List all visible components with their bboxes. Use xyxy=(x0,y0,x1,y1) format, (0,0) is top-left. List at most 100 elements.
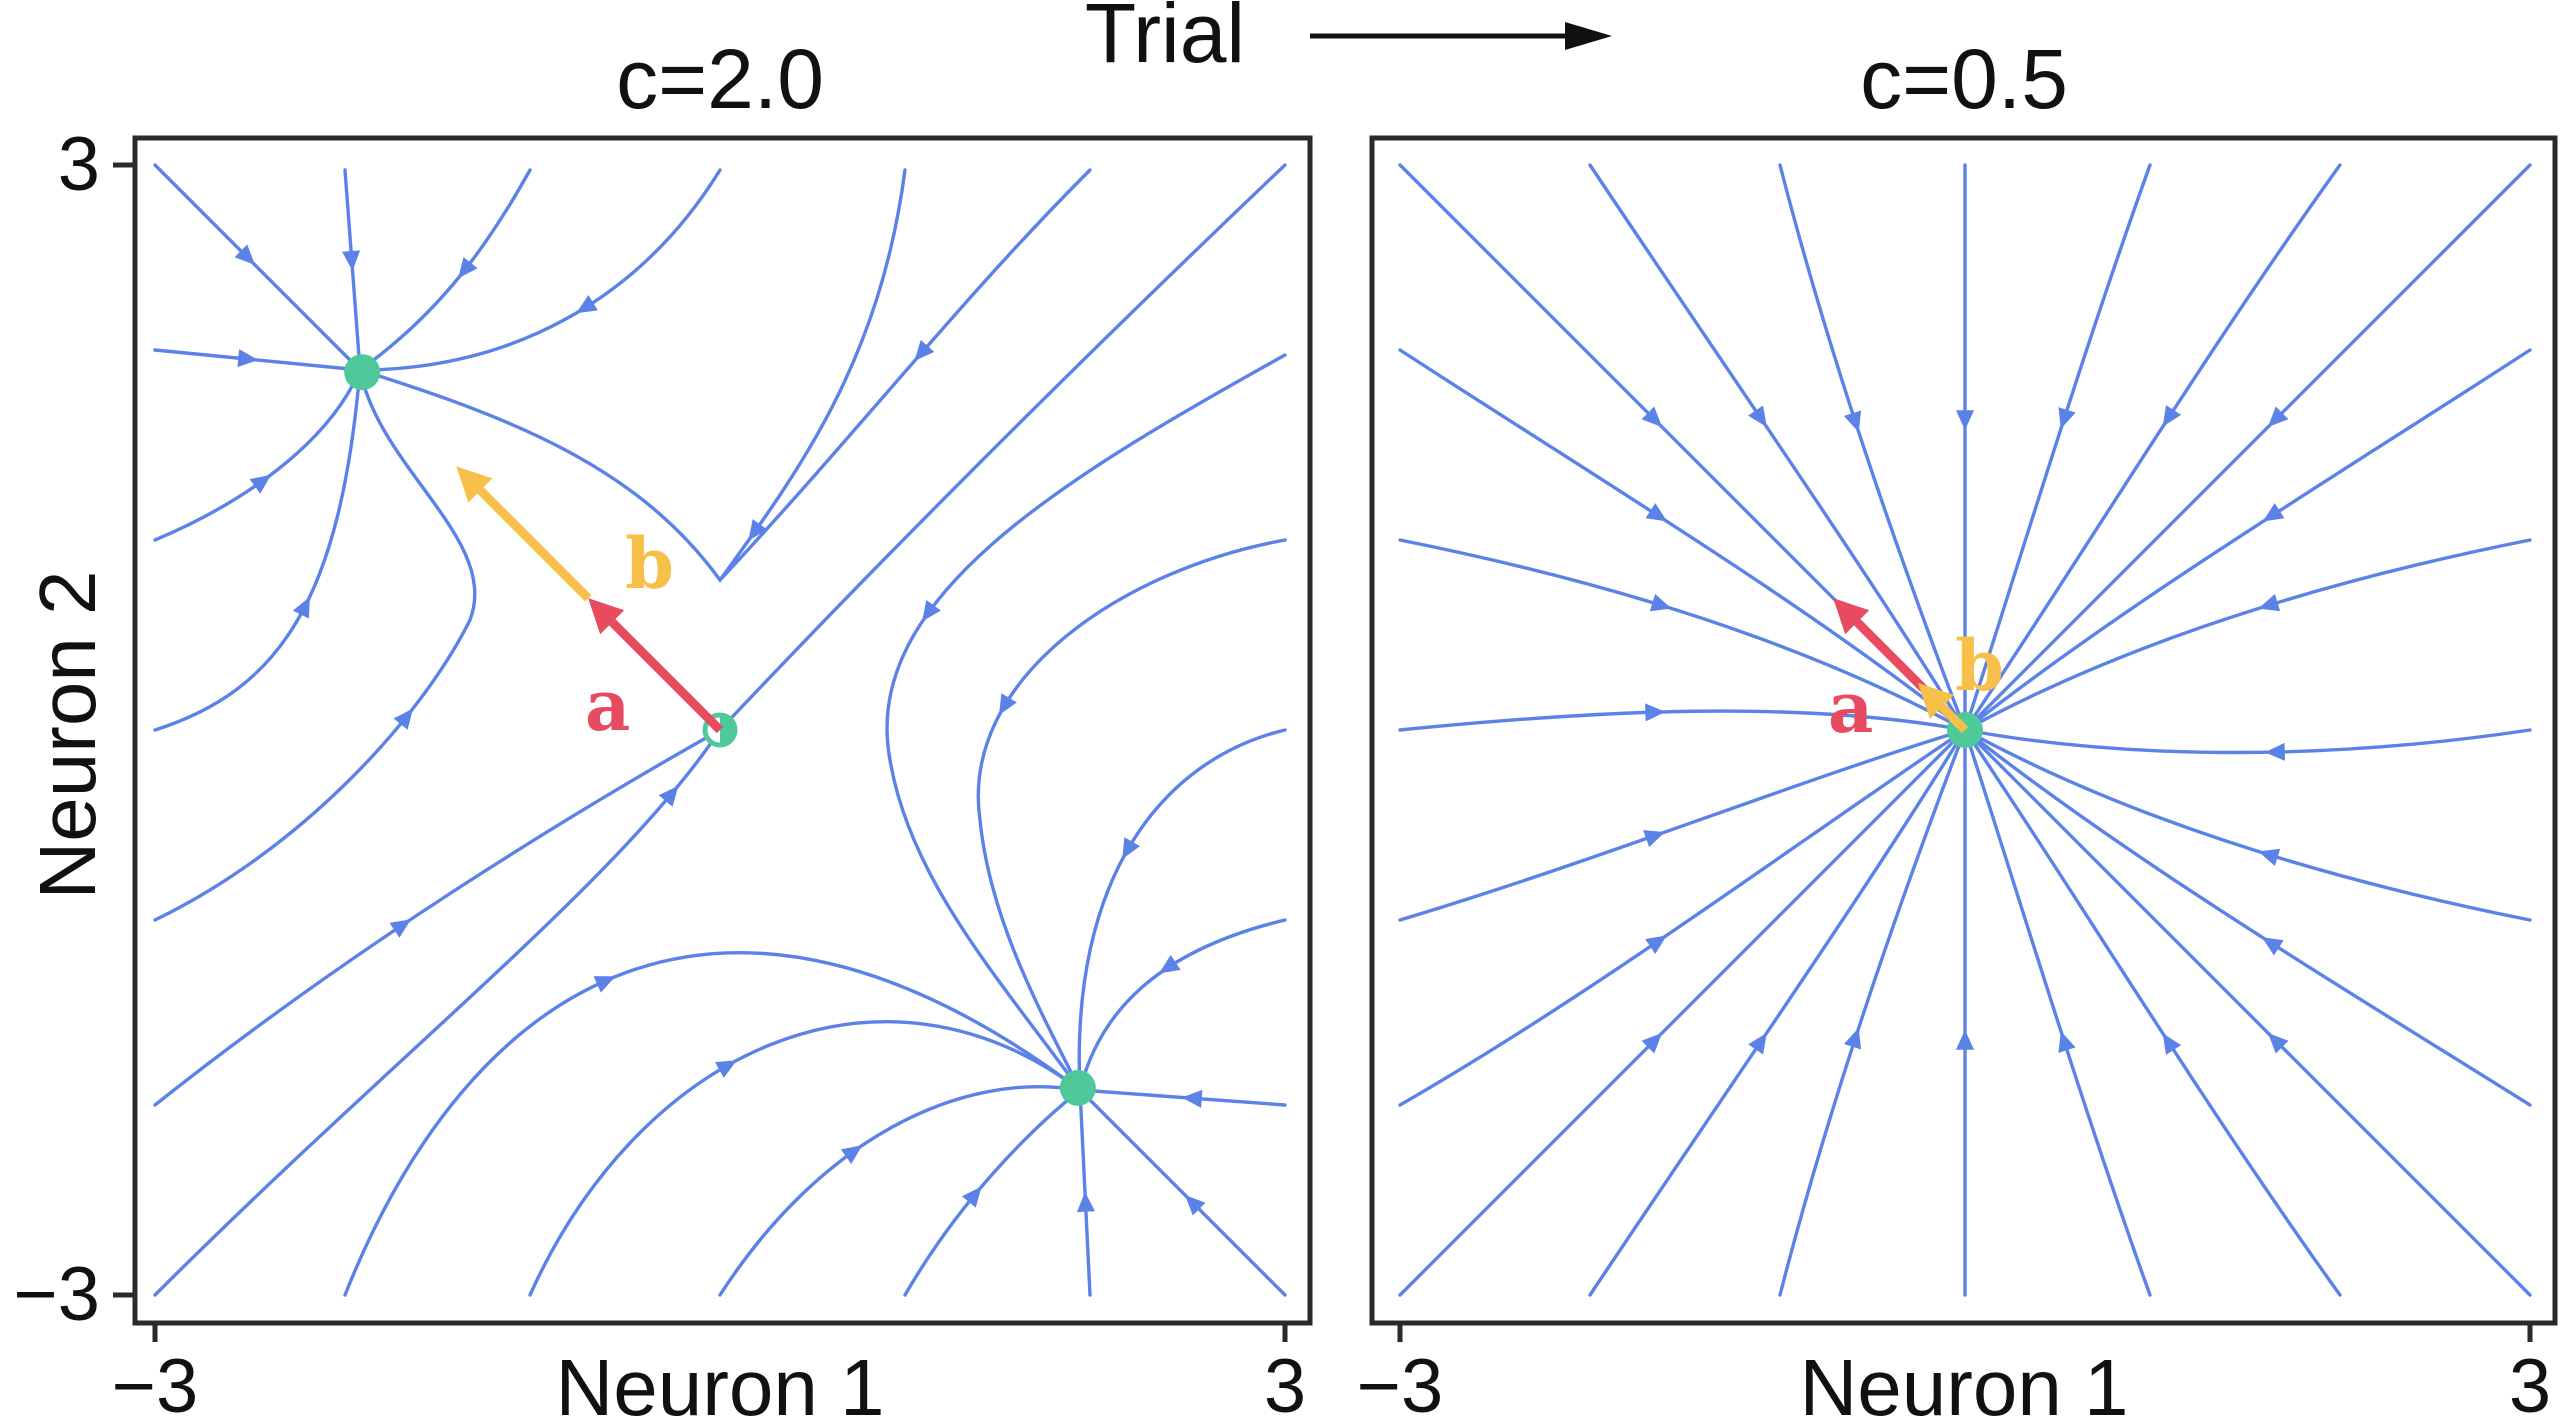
right-streamline-21 xyxy=(1963,728,2342,1297)
left-panel: ab xyxy=(132,135,1313,1326)
right-flow-arrow-20 xyxy=(1748,1032,1767,1055)
right-streamline-3 xyxy=(1778,163,1967,732)
left-flow-arrow-22 xyxy=(999,693,1017,716)
left-flow-arrow-13 xyxy=(593,976,616,993)
right-streamline-5 xyxy=(1963,163,2152,732)
y-tick-top: 3 xyxy=(58,122,100,207)
left-streamline-16 xyxy=(903,1088,1082,1297)
left-streamline-1 xyxy=(153,163,362,372)
left-streamline-23 xyxy=(885,353,1287,1092)
left-streamline-11 xyxy=(358,168,907,583)
right-streamline-14 xyxy=(1398,728,1967,922)
right-vector-b xyxy=(1938,703,1969,734)
right-streamline-22 xyxy=(1778,728,1967,1297)
left-x-tick-min: −3 xyxy=(112,1344,199,1420)
right-x-tick-min: −3 xyxy=(1357,1344,1444,1420)
left-vector-b-head xyxy=(456,466,493,503)
right-flow-arrow-3 xyxy=(1843,410,1862,433)
left-streamlines xyxy=(153,163,1287,1297)
y-axis-ticks xyxy=(113,162,135,1298)
left-streamline-9 xyxy=(358,168,532,372)
right-flow-arrow-9 xyxy=(2262,503,2285,522)
right-flow-arrow-10 xyxy=(1649,594,1672,612)
left-vectors: ab xyxy=(456,466,724,747)
left-flow-arrow-9 xyxy=(458,257,478,279)
left-flow-arrow-1 xyxy=(234,244,256,266)
left-flow-arrow-14 xyxy=(714,1060,737,1078)
left-streamline-7 xyxy=(153,728,722,1107)
left-vector-b xyxy=(477,487,592,602)
left-flow-arrow-7 xyxy=(389,919,412,938)
left-streamline-5 xyxy=(153,368,362,732)
right-streamline-6 xyxy=(1963,163,2342,732)
right-streamline-2 xyxy=(1588,163,1967,732)
left-panel-title: c=2.0 xyxy=(616,32,824,126)
left-flow-arrow-15 xyxy=(840,1145,863,1165)
right-streamline-18 xyxy=(1398,728,1967,1297)
right-vector-b-head xyxy=(1917,682,1954,719)
right-flow-arrow-22 xyxy=(1843,1027,1862,1050)
right-streamline-16 xyxy=(1398,728,1967,1107)
left-flow-arrow-19 xyxy=(1181,1089,1203,1108)
right-flow-arrow-5 xyxy=(2058,407,2076,429)
left-flow-arrow-18 xyxy=(1184,1194,1206,1216)
left-x-tick-max: 3 xyxy=(1264,1344,1306,1420)
right-flow-arrow-18 xyxy=(1641,1032,1663,1054)
right-streamlines xyxy=(1398,163,2532,1297)
left-x-axis-label: Neuron 1 xyxy=(555,1343,884,1420)
left-streamline-18 xyxy=(1078,1088,1287,1297)
left-saddle-point-fill xyxy=(720,715,735,745)
right-panel-title: c=0.5 xyxy=(1860,32,2068,126)
trial-arrow xyxy=(1310,22,1612,50)
right-flow-arrow-11 xyxy=(2258,594,2281,612)
right-flow-arrow-7 xyxy=(2267,406,2289,428)
left-streamline-10 xyxy=(358,168,722,372)
right-streamline-23 xyxy=(1963,728,2152,1297)
y-tick-bottom: −3 xyxy=(13,1252,100,1337)
right-flow-arrow-13 xyxy=(2264,742,2285,761)
right-vectors: ab xyxy=(1828,598,2004,749)
left-flow-arrow-4 xyxy=(249,474,272,494)
y-axis-label: Neuron 2 xyxy=(23,570,112,899)
right-flow-arrow-14 xyxy=(1643,830,1666,848)
right-flow-arrow-15 xyxy=(2258,848,2281,866)
left-stable-point-1 xyxy=(344,354,381,391)
right-streamline-12 xyxy=(1398,709,1967,732)
left-streamline-15 xyxy=(718,1085,1082,1297)
right-flow-arrow-4 xyxy=(1956,410,1974,431)
left-flow-arrow-10 xyxy=(576,295,598,314)
right-flow-arrow-23 xyxy=(2058,1031,2076,1053)
left-stable-point-3 xyxy=(1059,1069,1096,1106)
left-flow-arrow-8 xyxy=(658,785,679,807)
left-flow-arrow-5 xyxy=(292,596,310,619)
right-x-axis-label: Neuron 1 xyxy=(1799,1343,2128,1420)
right-streamline-11 xyxy=(1963,538,2532,732)
right-streamline-19 xyxy=(1963,728,2532,1297)
left-panel-frame xyxy=(132,135,1313,1326)
right-vector-a-label: a xyxy=(1828,666,1873,749)
left-flow-arrow-6 xyxy=(393,708,414,730)
right-streamline-13 xyxy=(1963,728,2532,755)
trial-label: Trial xyxy=(1085,0,1245,80)
left-flow-arrow-11 xyxy=(748,519,768,541)
left-flow-arrow-23 xyxy=(922,600,941,622)
left-flow-arrow-16 xyxy=(961,1186,982,1208)
right-streamline-9 xyxy=(1963,348,2532,732)
right-flow-arrow-24 xyxy=(1956,1029,1974,1050)
left-flow-arrow-20 xyxy=(1159,954,1181,974)
left-flow-arrow-2 xyxy=(342,250,361,271)
left-streamline-21 xyxy=(1077,728,1287,1092)
right-flow-arrow-21 xyxy=(2162,1033,2182,1055)
left-flow-arrow-17 xyxy=(1076,1191,1095,1213)
left-streamline-12 xyxy=(718,168,1092,582)
right-streamline-15 xyxy=(1963,728,2532,922)
right-flow-arrow-17 xyxy=(2261,937,2284,956)
right-x-tick-max: 3 xyxy=(2509,1344,2551,1420)
right-streamline-7 xyxy=(1963,163,2532,732)
right-streamline-17 xyxy=(1963,728,2532,1107)
right-vector-b-label: b xyxy=(1955,624,2004,707)
right-streamline-20 xyxy=(1588,728,1967,1297)
right-flow-arrow-19 xyxy=(2267,1032,2289,1054)
left-vector-b-label: b xyxy=(625,522,674,605)
right-panel: ab xyxy=(1369,135,2558,1326)
